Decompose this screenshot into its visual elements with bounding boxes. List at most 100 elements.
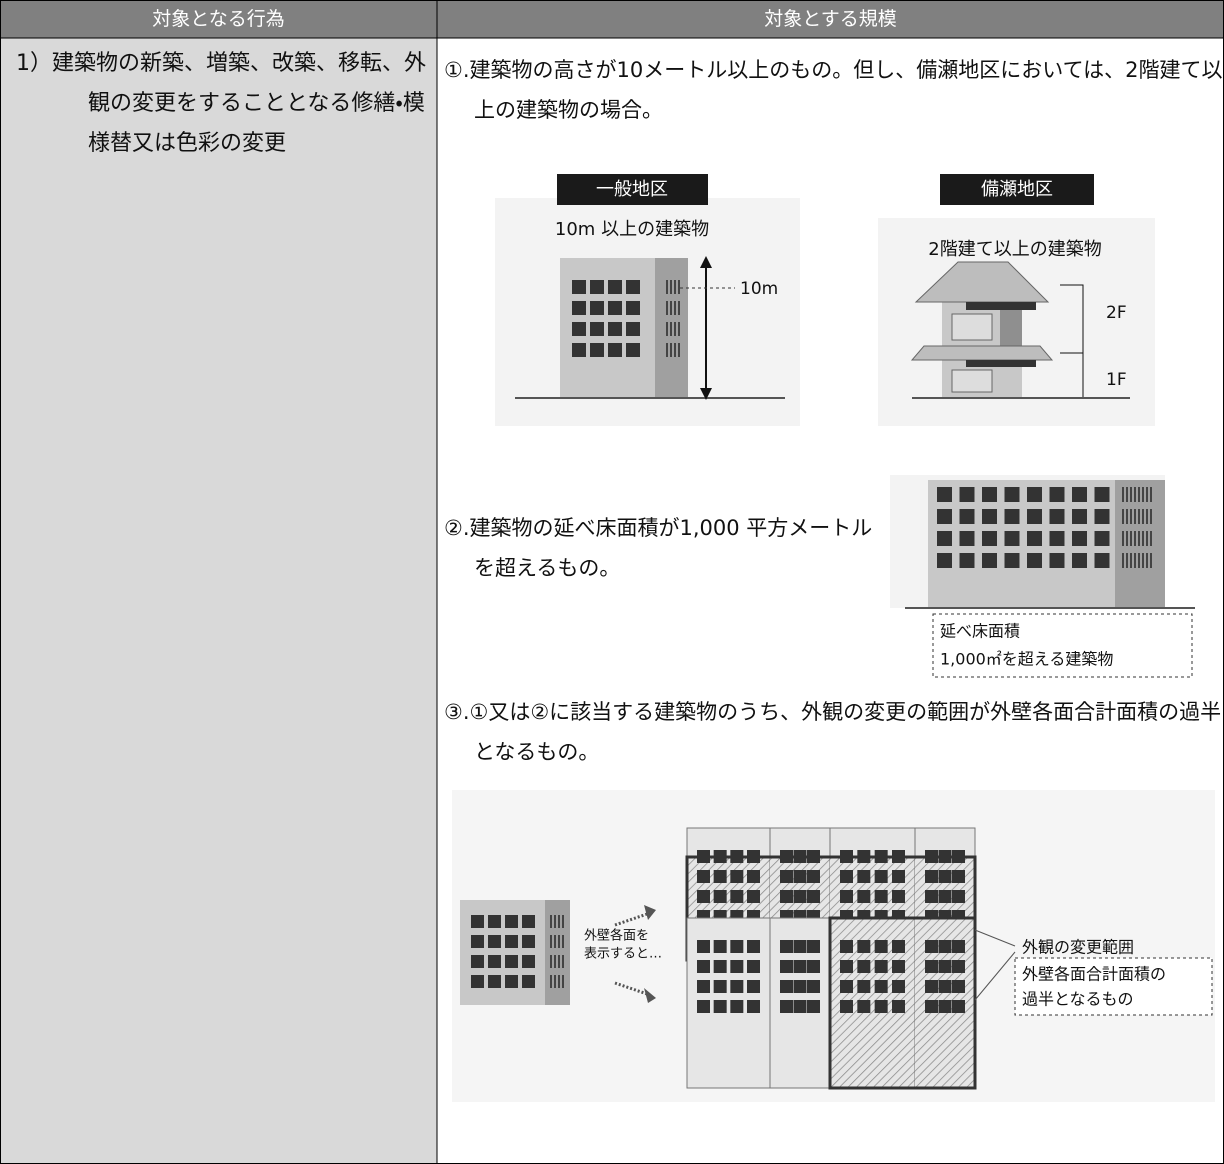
window (730, 890, 744, 903)
window (938, 960, 952, 973)
window (713, 980, 727, 993)
window (925, 940, 938, 953)
window-stripe (1122, 487, 1124, 502)
window (747, 1000, 760, 1013)
window (807, 980, 820, 993)
window (590, 280, 604, 294)
window (892, 980, 905, 993)
window-stripe (1150, 487, 1152, 502)
window (1004, 487, 1020, 502)
arrow-head (700, 256, 712, 268)
window (505, 955, 518, 968)
arrow-head (644, 905, 656, 920)
window (937, 553, 952, 568)
caption: 2階建て以上の建築物 (928, 239, 1101, 260)
window-stripe (554, 955, 556, 968)
roof-band (966, 360, 1036, 367)
window-stripe (1134, 531, 1136, 546)
window (840, 980, 853, 993)
window (982, 531, 997, 546)
window (780, 870, 793, 883)
window-stripe (1142, 531, 1144, 546)
window (952, 890, 965, 903)
window (874, 890, 888, 903)
window (572, 322, 586, 336)
window (1072, 553, 1087, 568)
window (938, 940, 952, 953)
caption: 10m 以上の建築物 (555, 219, 709, 240)
window (925, 870, 938, 883)
window (1094, 509, 1110, 524)
window (952, 980, 965, 993)
window (959, 509, 975, 524)
window-stripe (1138, 487, 1140, 502)
window (730, 1000, 744, 1013)
window (590, 322, 604, 336)
window (1049, 509, 1065, 524)
window-stripe (674, 280, 676, 294)
window (697, 940, 710, 953)
window (1094, 487, 1110, 502)
window (1004, 553, 1020, 568)
window (892, 940, 905, 953)
callout: 外観の変更範囲 (1022, 938, 1134, 957)
window-stripe (1138, 531, 1140, 546)
tag-box (940, 174, 1094, 205)
window (874, 940, 888, 953)
window (793, 890, 807, 903)
bracket (1060, 284, 1084, 354)
window-stripe (554, 915, 556, 928)
window (730, 940, 744, 953)
window (471, 975, 484, 988)
window-stripe (558, 975, 560, 988)
header-cell: 対象とする規模 (764, 8, 897, 30)
callout-line (974, 929, 1016, 947)
window-stripe (666, 322, 668, 336)
window (959, 553, 975, 568)
window (471, 955, 484, 968)
window (488, 975, 501, 988)
window-stripe (1122, 509, 1124, 524)
window (925, 1000, 938, 1013)
window-stripe (550, 975, 552, 988)
window (840, 1000, 853, 1013)
window (505, 915, 518, 928)
window (938, 980, 952, 993)
window-stripe (554, 935, 556, 948)
window-stripe (1134, 553, 1136, 568)
window (793, 870, 807, 883)
window (780, 960, 793, 973)
window-stripe (670, 301, 672, 315)
window (982, 509, 997, 524)
window (747, 870, 760, 883)
window-stripe (550, 955, 552, 968)
item-text: ①.建築物の高さが10メートル以上のもの。但し、備瀬地区においては、2階建て以上… (444, 58, 1223, 122)
window (892, 890, 905, 903)
window (1027, 487, 1042, 502)
window-stripe (678, 280, 680, 294)
window (1027, 509, 1042, 524)
facades (685, 827, 977, 1090)
window-stripe (554, 975, 556, 988)
height-label: 10m (740, 279, 778, 299)
window (892, 960, 905, 973)
window (1094, 553, 1110, 568)
window (982, 553, 997, 568)
window (697, 870, 710, 883)
window-stripe (562, 935, 564, 948)
window (730, 870, 744, 883)
tag-box (557, 174, 708, 205)
window-stripe (678, 322, 680, 336)
window (840, 870, 853, 883)
window (793, 940, 807, 953)
figure-label: 1,000㎡を超える建築物 (940, 650, 1113, 669)
window (713, 960, 727, 973)
label-box (932, 613, 1193, 678)
window (1027, 553, 1042, 568)
header-cell: 対象となる行為 (152, 8, 285, 30)
item-text: ②.建築物の延べ床面積が1,000 平方メートルを超えるもの。 (444, 516, 873, 580)
window (874, 1000, 888, 1013)
window (505, 935, 518, 948)
window (608, 280, 622, 294)
window (925, 960, 938, 973)
